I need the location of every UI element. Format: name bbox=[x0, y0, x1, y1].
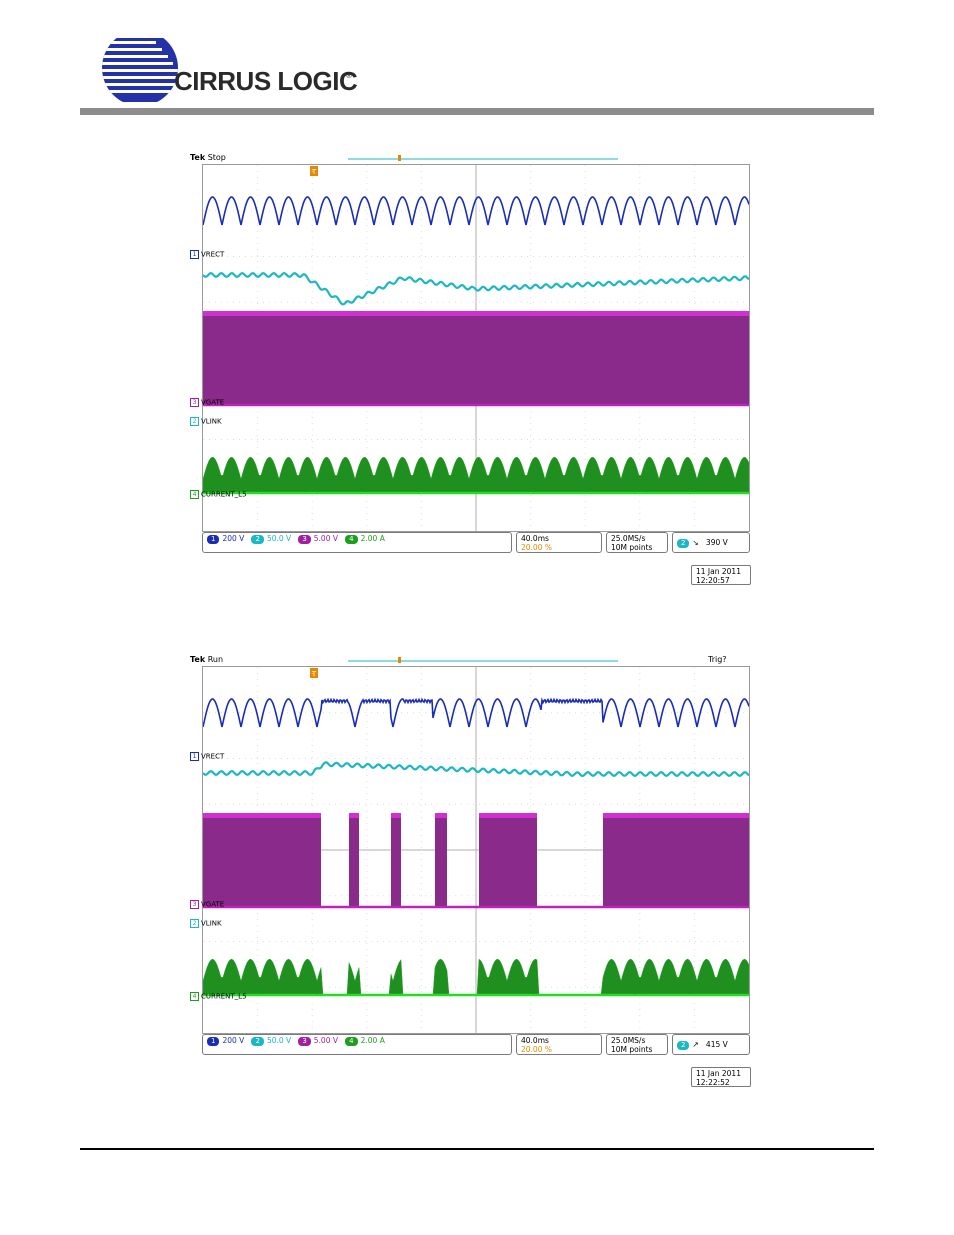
vgate-burst-top bbox=[203, 813, 321, 818]
acquisition-readout: 25.0MS/s 10M points bbox=[606, 1034, 668, 1055]
vgate-burst-top bbox=[349, 813, 359, 818]
oscilloscope-screenshot-2: Tek Run Trig? T 1 VRECT 3 VGATE 2 VLINK 4 CU… bbox=[188, 652, 766, 1102]
vrect-trace bbox=[203, 697, 749, 728]
svg-text:T: T bbox=[311, 670, 317, 678]
trigger-status: Trig? bbox=[708, 655, 727, 664]
ch3-label: 3 VGATE bbox=[190, 900, 224, 910]
status-bar: 1 200 V 2 50.0 V 3 5.00 V 4 2.00 A 40.0ms 20.… bbox=[202, 1034, 750, 1056]
trigger-readout: 2 ↗ 415 V bbox=[672, 1034, 750, 1055]
ch1-label: 1 VRECT bbox=[190, 250, 224, 260]
vgate-burst bbox=[479, 813, 537, 907]
current-trace bbox=[203, 456, 749, 494]
scope-header: Tek Stop bbox=[190, 153, 226, 162]
vgate-burst-top bbox=[435, 813, 447, 818]
vlink-trace bbox=[203, 761, 749, 778]
vgate-burst bbox=[203, 813, 321, 907]
vgate-burst bbox=[391, 813, 401, 907]
timebase-readout: 40.0ms 20.00 % bbox=[516, 532, 602, 553]
vgate-burst-top bbox=[603, 813, 749, 818]
globe-logo-icon: CIRRUS LOGIC ® bbox=[102, 38, 358, 102]
header-rule bbox=[80, 108, 874, 115]
vgate-burst bbox=[203, 311, 749, 405]
trigger-marker-icon: T bbox=[310, 668, 318, 678]
ch1-label: 1 VRECT bbox=[190, 752, 224, 762]
oscilloscope-screenshot-1: Tek Stop T 1 VRECT 3 VGATE 2 VLINK 4 CURRENT… bbox=[188, 150, 766, 600]
acquisition-readout: 25.0MS/s 10M points bbox=[606, 532, 668, 553]
timestamp: 11 Jan 2011 12:22:52 bbox=[691, 1067, 751, 1087]
trigger-readout: 2 ↘ 390 V bbox=[672, 532, 750, 553]
vrect-trace bbox=[203, 196, 749, 226]
ch2-label: 2 VLINK bbox=[190, 417, 222, 427]
vgate-burst bbox=[349, 813, 359, 907]
cirrus-logic-logo: CIRRUS LOGIC ® bbox=[78, 38, 368, 102]
timebase-readout: 40.0ms 20.00 % bbox=[516, 1034, 602, 1055]
ch4-label: 4 CURRENT_L5 bbox=[190, 992, 247, 1002]
ch3-label: 3 VGATE bbox=[190, 398, 224, 408]
vgate-burst-top bbox=[391, 813, 401, 818]
trigger-marker-icon: T bbox=[310, 166, 318, 176]
channel-settings: 1 200 V 2 50.0 V 3 5.00 V 4 2.00 A bbox=[202, 532, 512, 553]
vgate-burst-top bbox=[479, 813, 537, 818]
waveform-display bbox=[202, 666, 750, 1034]
svg-text:®: ® bbox=[346, 71, 352, 80]
record-position-bar bbox=[348, 155, 618, 161]
channel-settings: 1 200 V 2 50.0 V 3 5.00 V 4 2.00 A bbox=[202, 1034, 512, 1055]
waveform-display bbox=[202, 164, 750, 532]
company-name: CIRRUS LOGIC bbox=[174, 66, 358, 96]
status-bar: 1 200 V 2 50.0 V 3 5.00 V 4 2.00 A 40.0ms 20.… bbox=[202, 532, 750, 554]
waveforms bbox=[203, 667, 749, 1033]
waveforms bbox=[203, 165, 749, 531]
scope-header: Tek Run bbox=[190, 655, 224, 664]
ch4-label: 4 CURRENT_L5 bbox=[190, 490, 247, 500]
vgate-burst bbox=[603, 813, 749, 907]
vlink-trace bbox=[203, 272, 749, 306]
ch2-label: 2 VLINK bbox=[190, 919, 222, 929]
vgate-burst bbox=[435, 813, 447, 907]
timestamp: 11 Jan 2011 12:20:57 bbox=[691, 565, 751, 585]
acquisition-state: Stop bbox=[207, 153, 226, 162]
acquisition-state: Run bbox=[207, 655, 224, 664]
footer-rule bbox=[80, 1148, 874, 1150]
vgate-burst-top bbox=[203, 311, 749, 316]
record-position-bar bbox=[348, 657, 618, 663]
svg-text:T: T bbox=[311, 168, 317, 176]
